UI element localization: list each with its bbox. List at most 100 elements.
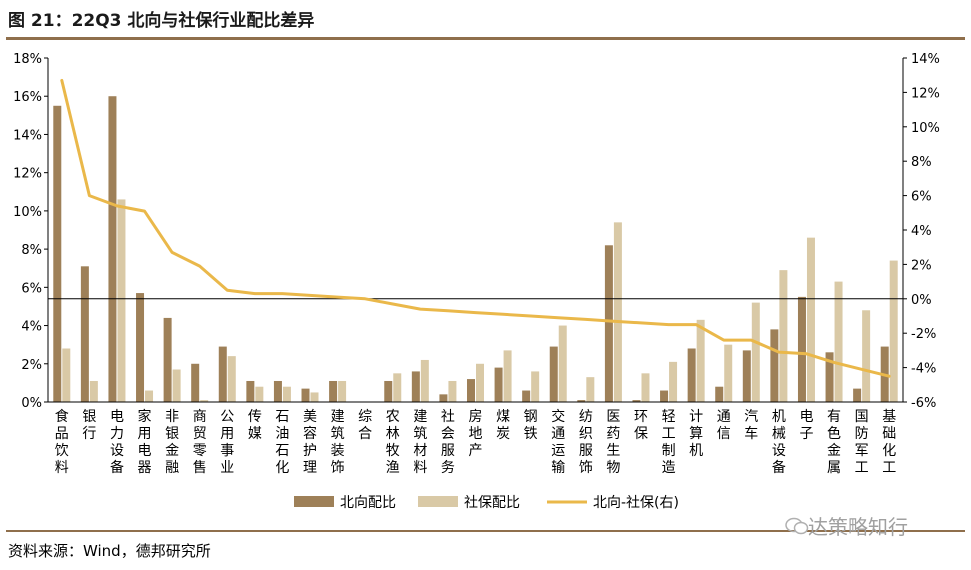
category-label: 护	[303, 443, 317, 459]
category-label: 军	[855, 443, 869, 459]
bar-social	[476, 363, 484, 402]
bar-north	[301, 388, 310, 402]
category-label: 融	[165, 460, 179, 476]
category-label: 装	[331, 443, 345, 459]
bar-social	[227, 356, 236, 402]
category-label: 商	[193, 409, 207, 425]
bar-north	[163, 317, 172, 402]
category-label: 金	[165, 443, 179, 459]
category-label: 器	[138, 460, 152, 476]
bar-social	[117, 199, 126, 402]
wechat-icon	[785, 517, 809, 535]
category-label: 国	[855, 409, 869, 425]
source-note: 资料来源：Wind，德邦研究所	[8, 542, 211, 560]
bar-north	[853, 388, 862, 402]
category-label: 贸	[193, 426, 207, 442]
category-label: 饰	[579, 460, 593, 476]
category-label: 业	[220, 460, 234, 476]
category-label: 事	[220, 443, 234, 459]
bar-north	[687, 348, 696, 402]
bar-north	[604, 245, 613, 402]
category-label: 通	[551, 426, 565, 442]
figure-title: 图 21：22Q3 北向与社保行业配比差异	[8, 11, 315, 31]
bar-north	[715, 386, 724, 402]
category-label: 材	[413, 443, 427, 459]
bottom-rule	[6, 530, 965, 532]
bar-social	[779, 270, 788, 402]
bar-north	[467, 379, 475, 402]
category-label: 算	[689, 426, 703, 442]
bar-social	[834, 281, 843, 402]
watermark: 达策略知行	[808, 515, 908, 539]
category-label: 建	[331, 409, 345, 425]
category-label: 渔	[386, 460, 400, 476]
category-label: 服	[579, 443, 593, 459]
category-label: 输	[551, 460, 565, 476]
category-label: 工	[662, 426, 676, 442]
bar-social	[62, 348, 71, 402]
category-label: 非	[165, 409, 179, 425]
category-label: 饮	[55, 443, 69, 459]
bar-social	[586, 377, 595, 402]
bar-social	[558, 325, 567, 402]
right-tick-label: 2%	[911, 258, 932, 273]
bar-north	[218, 346, 227, 402]
category-label: 工	[855, 460, 869, 476]
left-tick-label: 12%	[13, 167, 42, 182]
right-tick-label: 6%	[911, 190, 932, 205]
category-label: 电	[799, 409, 813, 425]
right-tick-label: 10%	[911, 121, 940, 136]
category-label: 理	[303, 460, 317, 476]
category-label: 子	[799, 426, 813, 442]
bar-social	[172, 369, 181, 402]
bar-north	[660, 390, 669, 402]
left-tick-label: 10%	[13, 205, 42, 220]
category-label: 设	[772, 443, 786, 459]
bar-north	[522, 390, 531, 402]
category-label: 防	[855, 426, 869, 442]
category-label: 运	[551, 443, 565, 459]
category-label: 生	[606, 443, 620, 459]
category-label: 电	[138, 443, 152, 459]
category-label: 美	[303, 409, 317, 425]
bar-social	[200, 400, 209, 402]
category-label: 药	[606, 426, 620, 442]
bar-social	[669, 361, 678, 402]
left-tick-label: 18%	[13, 52, 42, 67]
category-label: 筑	[413, 426, 427, 442]
category-label: 备	[772, 459, 786, 476]
category-label: 交	[551, 408, 565, 425]
bar-north	[191, 363, 200, 402]
bar-social	[448, 380, 457, 402]
category-label: 色	[827, 425, 841, 442]
category-label: 售	[193, 460, 207, 476]
bar-north	[770, 329, 779, 402]
category-label: 牧	[386, 443, 400, 459]
legend-swatch	[294, 496, 334, 507]
bar-social	[310, 392, 319, 402]
bar-north	[246, 380, 255, 402]
bar-north	[549, 346, 558, 402]
category-label: 筑	[331, 426, 345, 442]
left-tick-label: 16%	[13, 90, 42, 105]
bar-social	[613, 222, 622, 402]
bar-north	[53, 105, 62, 403]
bar-social	[503, 350, 512, 402]
category-label: 环	[634, 409, 648, 425]
category-label: 用	[138, 426, 152, 442]
left-tick-label: 0%	[21, 396, 42, 411]
title-bar: 图 21：22Q3 北向与社保行业配比差异	[6, 3, 965, 40]
legend-label: 北向-社保(右)	[593, 495, 679, 511]
category-label: 机	[772, 409, 786, 425]
category-label: 传	[248, 409, 262, 425]
bar-social	[641, 373, 650, 402]
category-label: 炭	[496, 426, 510, 442]
category-label: 品	[55, 426, 69, 442]
bar-north	[742, 350, 751, 402]
bar-social	[724, 344, 733, 402]
bar-social	[531, 371, 540, 402]
category-label: 石	[275, 443, 289, 459]
category-label: 械	[772, 426, 786, 442]
category-label: 食	[55, 408, 69, 425]
category-label: 房	[469, 409, 483, 425]
